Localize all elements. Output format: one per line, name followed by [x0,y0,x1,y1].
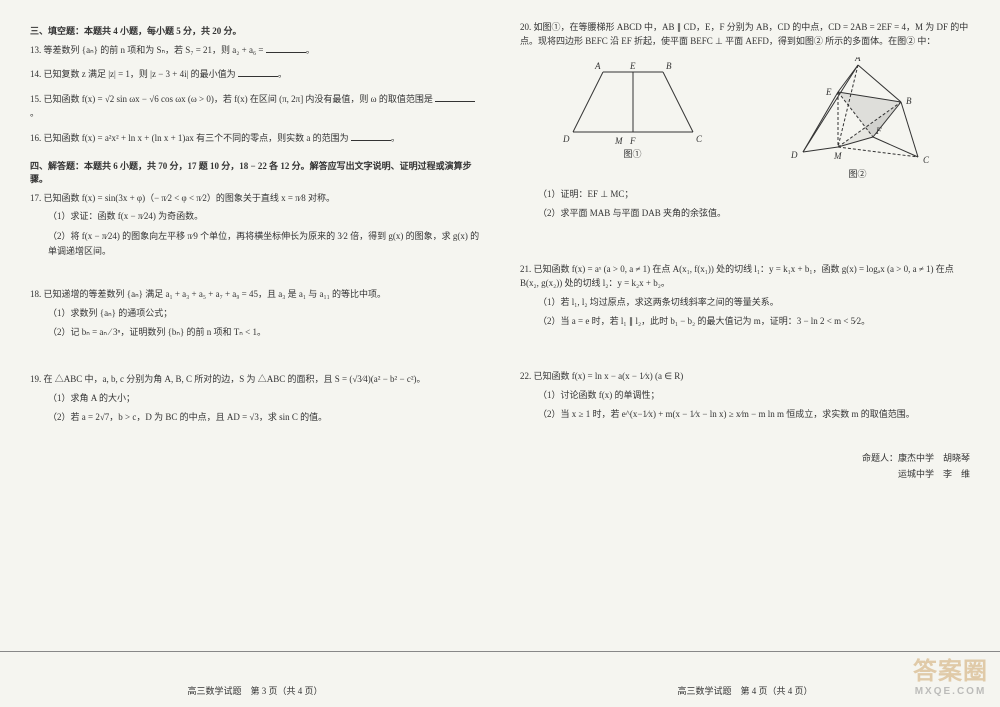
q21-1: （1）若 l₁, l₂ 均过原点，求这两条切线斜率之间的等量关系。 [538,295,970,310]
blank [238,67,278,77]
blank [351,131,391,141]
q14-text: 14. 已知复数 z 满足 |z| = 1，则 |z − 3 + 4i| 的最小… [30,69,238,79]
left-footer: 高三数学试题 第 3 页（共 4 页） [30,676,480,697]
svg-text:A: A [854,57,861,63]
q22-2: （2）当 x ≥ 1 时，若 e^(x−1⁄x) + m(x − 1⁄x − l… [538,407,970,422]
figure-1: A E B D MF C 图① [558,57,708,181]
watermark-big: 答案圈 [913,658,988,685]
q21-stem: 21. 已知函数 f(x) = aˣ (a > 0, a ≠ 1) 在点 A(x… [520,262,970,291]
q22: 22. 已知函数 f(x) = ln x − a(x − 1⁄x) (a ∈ R… [520,369,970,422]
svg-text:C: C [923,155,930,165]
svg-text:D: D [562,134,570,144]
q19-1: （1）求角 A 的大小； [48,391,480,406]
q14: 14. 已知复数 z 满足 |z| = 1，则 |z − 3 + 4i| 的最小… [30,67,480,81]
q22-1: （1）讨论函数 f(x) 的单调性； [538,388,970,403]
q21-2: （2）当 a = e 时，若 l₁ ∥ l₂，此时 b₁ − b₂ 的最大值记为… [538,314,970,329]
q20-stem: 20. 如图①，在等腰梯形 ABCD 中，AB ∥ CD，E，F 分别为 AB，… [520,20,970,49]
q15: 15. 已知函数 f(x) = √2 sin ωx − √6 cos ωx (ω… [30,92,480,121]
q15-text: 15. 已知函数 f(x) = √2 sin ωx − √6 cos ωx (ω… [30,94,435,104]
svg-text:C: C [696,134,703,144]
svg-text:F: F [629,136,636,146]
fig1-label: 图① [558,147,708,161]
svg-text:M: M [614,136,623,146]
credit-line-2: 运城中学 李 维 [520,466,970,482]
svg-text:A: A [594,61,601,71]
q19-stem: 19. 在 △ABC 中，a, b, c 分别为角 A, B, C 所对的边，S… [30,372,480,386]
q18: 18. 已知递增的等差数列 {aₙ} 满足 a₁ + a₃ + a₅ + a₇ … [30,287,480,340]
credit-line-1: 命题人：康杰中学 胡晓琴 [520,450,970,466]
q17-1: （1）求证：函数 f(x − π⁄24) 为奇函数。 [48,209,480,224]
svg-text:D: D [790,150,798,160]
watermark: 答案圈 MXQE.COM [913,651,988,697]
svg-text:F: F [875,126,882,136]
q16-text: 16. 已知函数 f(x) = a²x² + ln x + (ln x + 1)… [30,133,351,143]
q19-2: （2）若 a = 2√7，b > c，D 为 BC 的中点，且 AD = √3，… [48,410,480,425]
q18-2: （2）记 bₙ = aₙ ⁄ 3ⁿ，证明数列 {bₙ} 的前 n 项和 Tₙ <… [48,325,480,340]
q17: 17. 已知函数 f(x) = sin(3x + φ)（− π⁄2 < φ < … [30,191,480,259]
figures-row: AEBDMFC 图① AEBDMFC 图② [520,57,970,181]
svg-text:M: M [833,151,842,161]
q18-1: （1）求数列 {aₙ} 的通项公式； [48,306,480,321]
folded-solid-diagram: A E B D M F C [783,57,933,167]
fig2-label: 图② [783,167,933,181]
svg-text:E: E [825,87,832,97]
q21: 21. 已知函数 f(x) = aˣ (a > 0, a ≠ 1) 在点 A(x… [520,262,970,329]
svg-text:B: B [906,96,912,106]
q19: 19. 在 △ABC 中，a, b, c 分别为角 A, B, C 所对的边，S… [30,372,480,425]
section3-heading: 三、填空题：本题共 4 小题，每小题 5 分，共 20 分。 [30,24,480,37]
q17-stem: 17. 已知函数 f(x) = sin(3x + φ)（− π⁄2 < φ < … [30,191,480,205]
credits: 命题人：康杰中学 胡晓琴 运城中学 李 维 [520,450,970,482]
q13-text: 13. 等差数列 {aₙ} 的前 n 项和为 Sₙ，若 S₇ = 21，则 a₂… [30,45,266,55]
q13: 13. 等差数列 {aₙ} 的前 n 项和为 Sₙ，若 S₇ = 21，则 a₂… [30,43,480,57]
q20: 20. 如图①，在等腰梯形 ABCD 中，AB ∥ CD，E，F 分别为 AB，… [520,20,970,222]
section4-heading: 四、解答题：本题共 6 小题，共 70 分，17 题 10 分，18 − 22 … [30,159,480,185]
svg-text:B: B [666,61,672,71]
page-divider-line [0,651,1000,652]
figure-2: A E B D M F C 图② [783,57,933,181]
right-page: 20. 如图①，在等腰梯形 ABCD 中，AB ∥ CD，E，F 分别为 AB，… [520,20,970,697]
blank [435,92,475,102]
watermark-small: MXQE.COM [913,686,988,697]
left-page: 三、填空题：本题共 4 小题，每小题 5 分，共 20 分。 13. 等差数列 … [30,20,480,697]
svg-text:E: E [629,61,636,71]
right-footer: 高三数学试题 第 4 页（共 4 页） [520,676,970,697]
q20-1: （1）证明：EF ⊥ MC； [538,187,970,202]
q20-2: （2）求平面 MAB 与平面 DAB 夹角的余弦值。 [538,206,970,221]
q17-2: （2）将 f(x − π⁄24) 的图象向左平移 π⁄9 个单位，再将横坐标伸长… [48,229,480,260]
trapezoid-diagram: A E B D MF C [558,57,708,147]
blank [266,43,306,53]
q22-stem: 22. 已知函数 f(x) = ln x − a(x − 1⁄x) (a ∈ R… [520,369,970,383]
q18-stem: 18. 已知递增的等差数列 {aₙ} 满足 a₁ + a₃ + a₅ + a₇ … [30,287,480,301]
q16: 16. 已知函数 f(x) = a²x² + ln x + (ln x + 1)… [30,131,480,145]
